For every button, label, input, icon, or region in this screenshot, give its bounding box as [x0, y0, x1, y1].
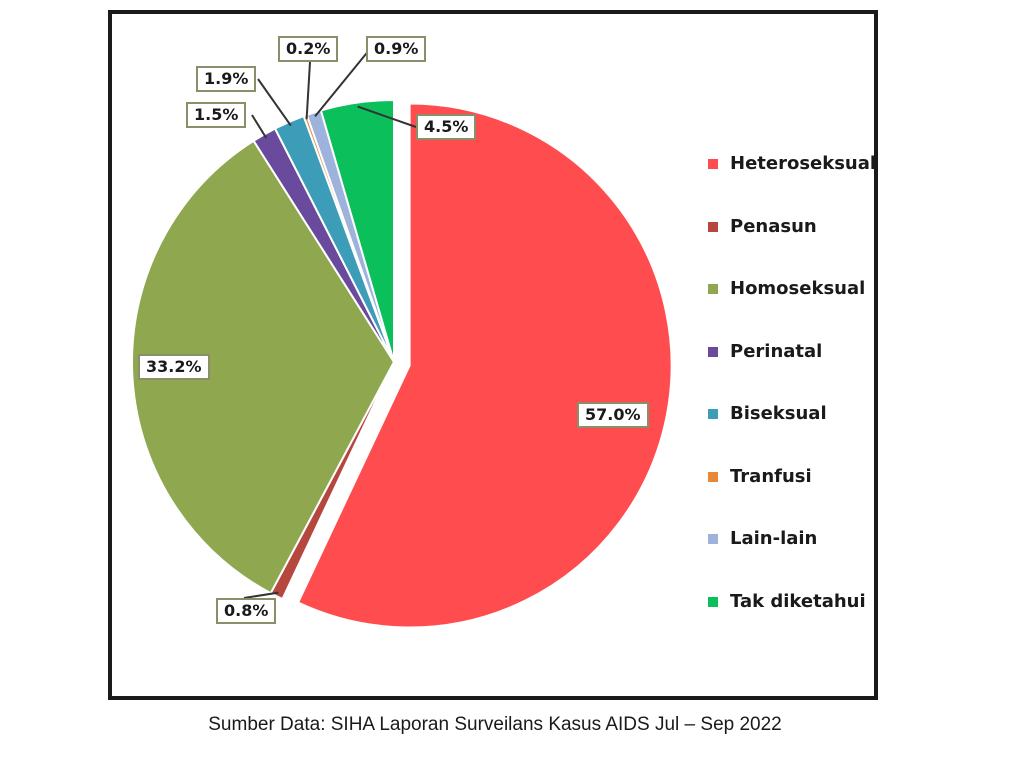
data-label-penasun: 0.8%: [216, 598, 277, 624]
data-label-tranfusi: 0.2%: [278, 36, 339, 62]
data-label-biseksual: 1.9%: [196, 66, 257, 92]
legend-swatch: [708, 409, 718, 419]
legend-swatch: [708, 534, 718, 544]
legend-label: Biseksual: [730, 403, 827, 424]
legend-label: Tranfusi: [730, 465, 812, 487]
leader-line: [357, 105, 417, 128]
pie-slice-homoseksual: [131, 139, 396, 595]
legend-swatch: [708, 346, 718, 357]
leader-line: [314, 48, 371, 118]
source-caption: Sumber Data: SIHA Laporan Surveilans Kas…: [208, 714, 782, 735]
legend-label: Homoseksual: [730, 278, 866, 299]
legend-label: Perinatal: [730, 340, 823, 362]
legend-label: Penasun: [730, 215, 817, 237]
legend-label: Lain-lain: [730, 528, 818, 549]
data-label-perinatal: 1.5%: [186, 102, 247, 128]
legend-swatch: [708, 471, 718, 482]
chart-frame: 57.0% 0.8% 33.2% 1.5% 1.9% 0.2% 0.9% 4.5% Heter…: [108, 10, 878, 700]
leader-line: [251, 114, 268, 139]
legend-label: Heteroseksual: [730, 153, 877, 174]
leader-line: [305, 61, 311, 120]
leader-line: [243, 591, 279, 599]
data-label-tak-diketahui: 4.5%: [416, 114, 477, 140]
data-label-heteroseksual: 57.0%: [577, 402, 649, 428]
data-label-lain-lain: 0.9%: [366, 36, 427, 62]
legend-swatch: [708, 159, 718, 169]
data-label-homoseksual: 33.2%: [138, 354, 210, 380]
leader-line: [257, 78, 292, 127]
legend-swatch: [708, 596, 718, 607]
legend-swatch: [708, 221, 718, 232]
pie-slice-heteroseksual: [296, 102, 673, 629]
legend-swatch: [708, 284, 718, 294]
legend-label: Tak diketahui: [730, 590, 866, 612]
pie-chart: [131, 48, 673, 629]
